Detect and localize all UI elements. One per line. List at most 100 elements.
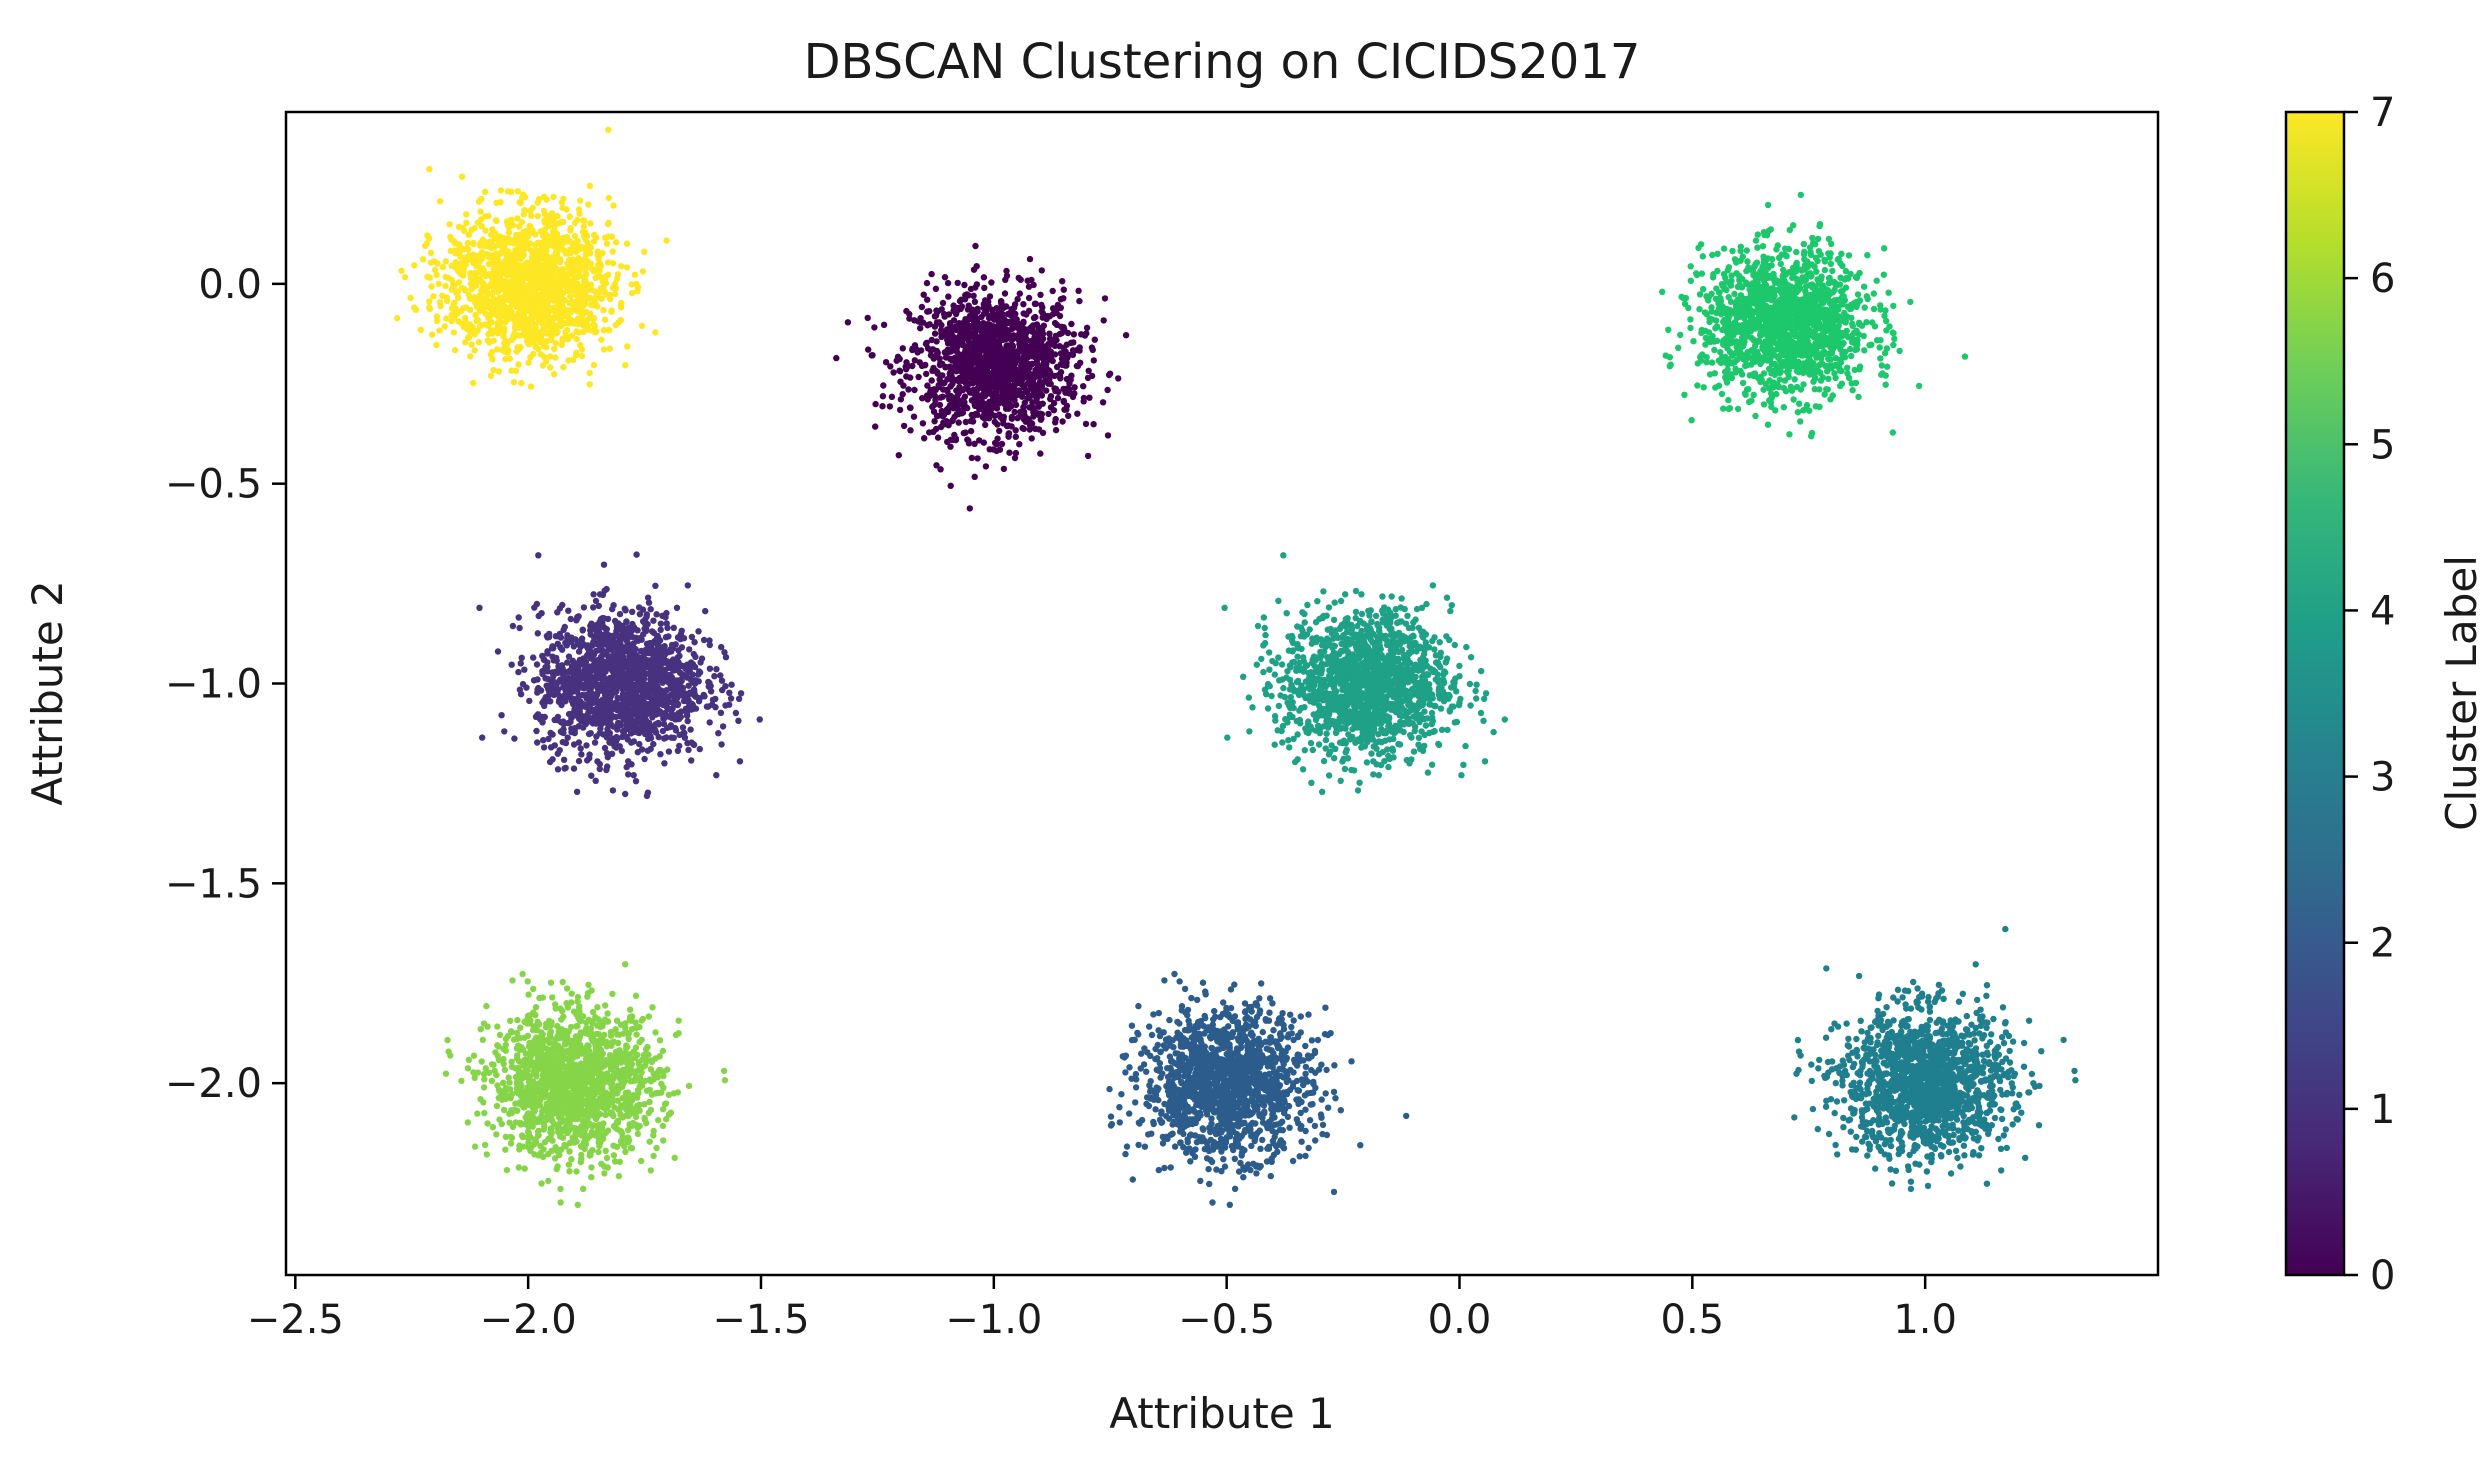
scatter-point xyxy=(1273,1104,1280,1111)
scatter-point xyxy=(998,326,1006,334)
scatter-point xyxy=(561,765,568,772)
scatter-point xyxy=(1017,390,1024,397)
scatter-point xyxy=(668,734,675,741)
scatter-point xyxy=(700,636,708,644)
scatter-point xyxy=(1192,1119,1199,1127)
scatter-point xyxy=(1268,1106,1275,1113)
scatter-point xyxy=(1183,1037,1190,1044)
scatter-point xyxy=(1816,1056,1823,1064)
scatter-point xyxy=(1199,1125,1206,1132)
scatter-point xyxy=(657,626,664,633)
scatter-point xyxy=(607,711,614,719)
scatter-point xyxy=(657,620,665,627)
scatter-point xyxy=(625,758,632,765)
scatter-point xyxy=(735,717,742,724)
scatter-point xyxy=(1210,1016,1217,1023)
scatter-point xyxy=(1021,414,1028,421)
scatter-point xyxy=(941,379,948,387)
scatter-point xyxy=(670,656,678,663)
scatter-point xyxy=(1270,1079,1277,1086)
scatter-point xyxy=(684,674,691,681)
scatter-point xyxy=(961,281,968,289)
scatter-point xyxy=(1161,1164,1168,1172)
scatter-point xyxy=(991,390,998,397)
scatter-point xyxy=(726,689,733,696)
scatter-point xyxy=(1070,339,1077,346)
scatter-point xyxy=(1090,357,1098,364)
scatter-point xyxy=(1020,403,1027,411)
scatter-point xyxy=(1815,1065,1822,1072)
scatter-point xyxy=(967,361,975,368)
scatter-point xyxy=(1201,1030,1208,1037)
scatter-point xyxy=(1200,1066,1207,1073)
scatter-point xyxy=(1241,1033,1248,1040)
scatter-point xyxy=(1132,1099,1139,1106)
scatter-point xyxy=(911,386,918,394)
scatter-point xyxy=(1210,1047,1217,1054)
scatter-point xyxy=(979,384,986,392)
scatter-point xyxy=(1182,1009,1189,1016)
scatter-point xyxy=(1122,332,1130,339)
scatter-point xyxy=(565,710,573,718)
scatter-point xyxy=(1300,1057,1307,1064)
scatter-point xyxy=(515,668,522,676)
scatter-point xyxy=(564,734,571,741)
scatter-point xyxy=(879,393,887,400)
scatter-point xyxy=(1188,994,1195,1002)
scatter-point xyxy=(1797,1052,1804,1059)
scatter-point xyxy=(544,650,551,657)
scatter-point xyxy=(1171,970,1178,978)
scatter-point xyxy=(590,591,597,598)
scatter-point xyxy=(1199,1134,1206,1141)
scatter-point xyxy=(1170,1044,1177,1051)
scatter-point xyxy=(999,310,1006,318)
scatter-point xyxy=(686,646,693,653)
scatter-point xyxy=(906,404,914,411)
scatter-point xyxy=(646,709,653,717)
scatter-point xyxy=(1047,393,1055,400)
scatter-point xyxy=(909,362,916,370)
scatter-point xyxy=(1041,343,1049,350)
scatter-point xyxy=(934,434,942,441)
scatter-point xyxy=(589,698,596,705)
scatter-point xyxy=(957,353,964,360)
scatter-point xyxy=(955,386,963,393)
scatter-point xyxy=(1178,1057,1185,1065)
scatter-point xyxy=(1041,377,1049,385)
scatter-point xyxy=(1126,1064,1133,1071)
scatter-point xyxy=(1215,1088,1222,1096)
scatter-point xyxy=(1226,1046,1233,1053)
scatter-point xyxy=(613,673,620,681)
scatter-point xyxy=(1258,1052,1266,1059)
scatter-point xyxy=(1003,267,1010,275)
scatter-point xyxy=(1150,1120,1157,1128)
scatter-point xyxy=(1206,1180,1213,1188)
scatter-point xyxy=(1226,1201,1234,1209)
scatter-point xyxy=(595,602,602,610)
scatter-point xyxy=(641,704,649,711)
scatter-point xyxy=(1831,1109,1838,1117)
scatter-point xyxy=(944,279,952,287)
scatter-point xyxy=(1307,1089,1315,1097)
scatter-point xyxy=(1223,1125,1230,1132)
scatter-point xyxy=(1209,1199,1216,1206)
scatter-point xyxy=(965,322,972,329)
scatter-point xyxy=(1991,1114,1999,1122)
scatter-point xyxy=(1037,291,1044,298)
scatter-point xyxy=(1129,1176,1137,1183)
scatter-point xyxy=(1049,305,1057,312)
scatter-point xyxy=(638,746,646,753)
scatter-point xyxy=(1253,1002,1261,1009)
scatter-point xyxy=(611,743,618,750)
scatter-point xyxy=(653,611,660,618)
scatter-point xyxy=(1229,1030,1236,1037)
scatter-point xyxy=(906,315,913,322)
scatter-point xyxy=(944,326,951,333)
scatter-point xyxy=(934,368,941,376)
scatter-point xyxy=(929,367,936,374)
scatter-point xyxy=(924,296,931,303)
scatter-point xyxy=(585,706,593,713)
scatter-point xyxy=(1006,311,1013,318)
scatter-point xyxy=(608,750,616,757)
scatter-point xyxy=(1016,345,1023,352)
